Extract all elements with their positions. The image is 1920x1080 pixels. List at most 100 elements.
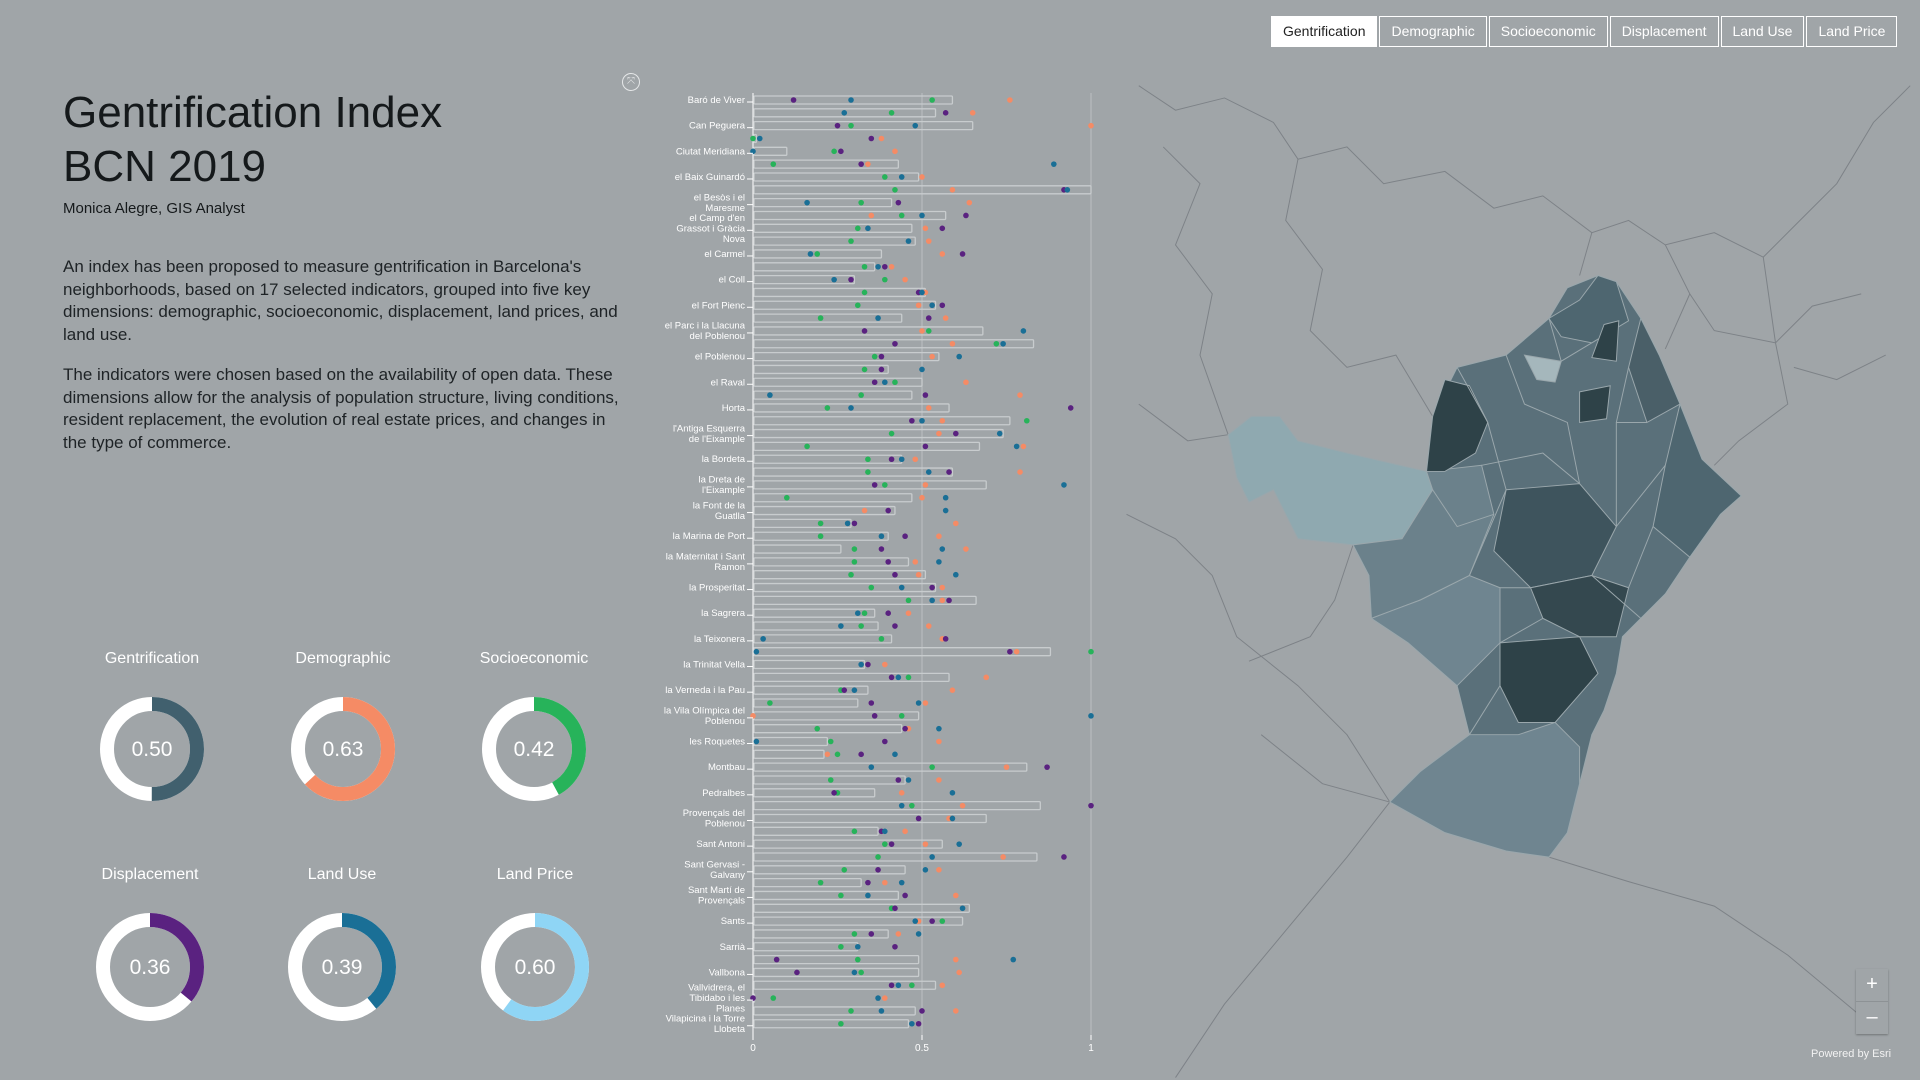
- socioeconomic-dot[interactable]: [898, 212, 905, 219]
- chart-row[interactable]: [753, 852, 1067, 862]
- displacement-dot[interactable]: [851, 520, 858, 527]
- displacement-dot[interactable]: [939, 302, 946, 309]
- demographic-dot[interactable]: [878, 135, 885, 142]
- land-use-dot[interactable]: [919, 212, 925, 219]
- socioeconomic-dot[interactable]: [854, 225, 861, 232]
- land-use-dot[interactable]: [882, 379, 888, 386]
- socioeconomic-dot[interactable]: [750, 135, 756, 142]
- demographic-dot[interactable]: [902, 276, 908, 283]
- displacement-dot[interactable]: [888, 674, 895, 681]
- demographic-dot[interactable]: [898, 790, 905, 796]
- demographic-dot[interactable]: [963, 379, 969, 386]
- displacement-dot[interactable]: [892, 905, 898, 912]
- land-use-dot[interactable]: [848, 97, 854, 103]
- demographic-dot[interactable]: [936, 867, 942, 873]
- socioeconomic-dot[interactable]: [929, 764, 935, 770]
- displacement-dot[interactable]: [895, 199, 902, 206]
- demographic-dot[interactable]: [953, 892, 959, 899]
- displacement-dot[interactable]: [922, 392, 929, 398]
- displacement-dot[interactable]: [885, 559, 891, 565]
- land-use-dot[interactable]: [882, 828, 888, 835]
- demographic-dot[interactable]: [865, 161, 871, 167]
- chart-row[interactable]: Sant Martí de Provençals: [688, 885, 959, 907]
- socioeconomic-dot[interactable]: [888, 110, 895, 116]
- land-use-dot[interactable]: [753, 738, 760, 745]
- land-use-dot[interactable]: [851, 687, 858, 693]
- land-use-dot[interactable]: [898, 174, 905, 180]
- demographic-dot[interactable]: [892, 148, 898, 155]
- socioeconomic-dot[interactable]: [817, 315, 824, 321]
- displacement-dot[interactable]: [834, 122, 841, 129]
- chart-row[interactable]: [753, 544, 969, 554]
- displacement-dot[interactable]: [868, 700, 875, 706]
- chart-row[interactable]: [753, 672, 990, 682]
- displacement-dot[interactable]: [831, 790, 837, 796]
- land-use-dot[interactable]: [942, 507, 949, 514]
- demographic-dot[interactable]: [919, 328, 925, 334]
- land-use-dot[interactable]: [949, 815, 956, 822]
- socioeconomic-dot[interactable]: [770, 995, 777, 1001]
- socioeconomic-dot[interactable]: [817, 533, 824, 540]
- chart-row[interactable]: [753, 518, 959, 529]
- chart-row[interactable]: Sants: [721, 916, 964, 927]
- land-use-dot[interactable]: [844, 520, 851, 527]
- displacement-dot[interactable]: [1088, 802, 1094, 809]
- socioeconomic-dot[interactable]: [770, 161, 777, 167]
- displacement-dot[interactable]: [858, 751, 864, 758]
- land-use-dot[interactable]: [854, 610, 861, 616]
- socioeconomic-dot[interactable]: [848, 1008, 854, 1014]
- chart-row[interactable]: la Sagrera: [701, 608, 912, 619]
- chart-row[interactable]: [753, 313, 949, 323]
- chart-row[interactable]: [753, 698, 929, 708]
- land-use-dot[interactable]: [878, 1008, 885, 1014]
- socioeconomic-dot[interactable]: [834, 751, 841, 758]
- land-use-dot[interactable]: [956, 841, 962, 847]
- chart-row[interactable]: [753, 980, 946, 990]
- chart-row[interactable]: la Teixonera: [694, 634, 949, 645]
- land-use-dot[interactable]: [807, 251, 814, 257]
- land-use-dot[interactable]: [1061, 482, 1067, 488]
- demographic-dot[interactable]: [949, 340, 956, 347]
- chart-row[interactable]: [753, 467, 1023, 477]
- socioeconomic-dot[interactable]: [993, 340, 1000, 347]
- chart-row[interactable]: [753, 647, 1094, 657]
- land-use-dot[interactable]: [919, 417, 925, 424]
- socioeconomic-dot[interactable]: [892, 379, 898, 386]
- demographic-dot[interactable]: [915, 571, 922, 578]
- socioeconomic-dot[interactable]: [848, 571, 854, 578]
- socioeconomic-dot[interactable]: [854, 302, 861, 309]
- displacement-dot[interactable]: [773, 956, 780, 963]
- socioeconomic-dot[interactable]: [784, 494, 790, 501]
- chart-row[interactable]: [753, 595, 977, 606]
- displacement-dot[interactable]: [892, 571, 898, 578]
- land-use-dot[interactable]: [959, 905, 966, 912]
- fullscreen-icon[interactable]: ⤧: [622, 73, 640, 91]
- demographic-dot[interactable]: [915, 302, 922, 309]
- displacement-dot[interactable]: [895, 777, 902, 783]
- socioeconomic-dot[interactable]: [929, 97, 935, 103]
- land-use-dot[interactable]: [1010, 956, 1017, 963]
- chart-row[interactable]: [753, 877, 905, 888]
- land-use-dot[interactable]: [942, 494, 949, 501]
- displacement-dot[interactable]: [888, 841, 895, 847]
- land-use-dot[interactable]: [949, 790, 956, 796]
- demographic-dot[interactable]: [1000, 854, 1006, 860]
- land-use-dot[interactable]: [898, 879, 905, 886]
- socioeconomic-dot[interactable]: [882, 276, 888, 283]
- displacement-dot[interactable]: [868, 135, 875, 142]
- demographic-dot[interactable]: [925, 405, 932, 411]
- land-use-dot[interactable]: [898, 802, 905, 809]
- displacement-dot[interactable]: [750, 995, 756, 1001]
- demographic-dot[interactable]: [888, 263, 895, 270]
- demographic-dot[interactable]: [956, 969, 962, 976]
- socioeconomic-dot[interactable]: [882, 174, 888, 180]
- demographic-dot[interactable]: [925, 238, 932, 244]
- chart-row[interactable]: [753, 929, 922, 939]
- socioeconomic-dot[interactable]: [851, 828, 858, 835]
- socioeconomic-dot[interactable]: [851, 546, 858, 552]
- displacement-dot[interactable]: [838, 148, 844, 155]
- demographic-dot[interactable]: [925, 623, 932, 629]
- land-use-dot[interactable]: [756, 135, 763, 142]
- displacement-dot[interactable]: [929, 584, 935, 591]
- socioeconomic-dot[interactable]: [827, 738, 834, 745]
